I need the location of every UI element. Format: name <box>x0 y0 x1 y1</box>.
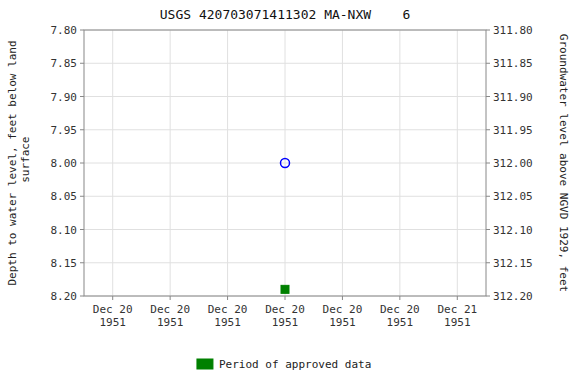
tick-label: 7.80 <box>51 24 78 37</box>
tick <box>486 196 490 197</box>
text-line: Dec 20 <box>323 303 363 316</box>
tick-label: 312.15 <box>493 257 533 270</box>
tick-label: Dec 201951 <box>380 303 420 329</box>
y2-axis-label: Groundwater level above NGVD 1929, feet <box>557 34 570 292</box>
grid-line <box>399 30 400 296</box>
series <box>281 285 289 293</box>
legend-swatch <box>197 359 213 369</box>
grid-line <box>285 30 286 296</box>
tick <box>80 296 84 297</box>
tick <box>80 163 84 164</box>
tick <box>486 163 490 164</box>
text-line: Dec 20 <box>380 303 420 316</box>
tick-label: 311.80 <box>493 24 533 37</box>
tick-label: Dec 201951 <box>208 303 248 329</box>
text-line: Dec 20 <box>265 303 305 316</box>
tick <box>285 296 286 300</box>
tick <box>80 196 84 197</box>
tick-label: 7.90 <box>51 91 78 104</box>
grid-line <box>227 30 228 296</box>
tick-label: Dec 201951 <box>150 303 190 329</box>
tick-label: 8.00 <box>51 157 78 170</box>
tick-label: 7.85 <box>51 57 78 70</box>
y2-axis: 312.20 312.15 312.10 312.05 312.00 311.95 311.… <box>486 24 533 303</box>
tick <box>80 63 84 64</box>
tick-label: Dec 201951 <box>93 303 133 329</box>
marks <box>281 159 290 294</box>
tick <box>342 296 343 300</box>
tick-label: Dec 211951 <box>437 303 477 329</box>
grid-line <box>342 30 343 296</box>
tick <box>486 229 490 230</box>
tick-label: 312.00 <box>493 157 533 170</box>
text-line: 1951 <box>444 316 471 329</box>
grid-line <box>457 30 458 296</box>
text-line: Dec 20 <box>208 303 248 316</box>
tick <box>80 129 84 130</box>
y-axis: 7.80 7.85 7.90 7.95 8.00 8.05 8.10 8.15 8.20 <box>51 24 85 303</box>
legend-label: Period of approved data <box>219 358 371 371</box>
tick <box>486 129 490 130</box>
plot-frame <box>84 30 486 296</box>
text-line: Depth to water level, feet below land <box>6 40 19 285</box>
tick-label: 7.95 <box>51 124 78 137</box>
text-line: 1951 <box>329 316 356 329</box>
tick-label: 8.15 <box>51 257 78 270</box>
series <box>281 159 290 168</box>
tick <box>227 296 228 300</box>
tick-label: 8.05 <box>51 190 78 203</box>
tick-label: 312.20 <box>493 290 533 303</box>
grid <box>84 30 486 296</box>
point <box>281 285 289 293</box>
grid-line <box>112 30 113 296</box>
tick <box>399 296 400 300</box>
tick <box>486 30 490 31</box>
tick-label: 312.10 <box>493 224 533 237</box>
tick <box>80 229 84 230</box>
text-line: surface <box>19 137 32 190</box>
text-line: 1951 <box>272 316 299 329</box>
tick-label: 311.85 <box>493 57 533 70</box>
text-line: Dec 20 <box>150 303 190 316</box>
tick-label: 8.20 <box>51 290 78 303</box>
tick-label: 8.10 <box>51 224 78 237</box>
x-axis: Dec 201951Dec 201951Dec 201951Dec 201951… <box>93 296 477 329</box>
tick <box>80 262 84 263</box>
tick-label: Dec 201951 <box>323 303 363 329</box>
tick-label: 311.90 <box>493 91 533 104</box>
tick-label: 311.95 <box>493 124 533 137</box>
tick <box>80 30 84 31</box>
y-axis-label: Depth to water level, feet below land su… <box>6 40 32 285</box>
tick <box>80 96 84 97</box>
tick <box>170 296 171 300</box>
tick-label: Dec 201951 <box>265 303 305 329</box>
tick <box>457 296 458 300</box>
text-line: 1951 <box>157 316 184 329</box>
tick <box>486 262 490 263</box>
tick <box>486 296 490 297</box>
tick <box>486 63 490 64</box>
text-line: Groundwater level above NGVD 1929, feet <box>557 34 570 292</box>
text-line: Dec 20 <box>93 303 133 316</box>
text-line: 1951 <box>387 316 414 329</box>
text-line: 1951 <box>214 316 241 329</box>
tick <box>486 96 490 97</box>
grid-line <box>170 30 171 296</box>
title: USGS 420703071411302 MA-NXW 6 <box>160 7 410 22</box>
text-line: Dec 21 <box>437 303 477 316</box>
tick <box>112 296 113 300</box>
chart: 7.80 7.85 7.90 7.95 8.00 8.05 8.10 8.15 8.20 312.… <box>0 0 576 384</box>
text-line: 1951 <box>99 316 126 329</box>
point <box>281 159 290 168</box>
tick-label: 312.05 <box>493 190 533 203</box>
legend: Period of approved data <box>197 358 371 371</box>
